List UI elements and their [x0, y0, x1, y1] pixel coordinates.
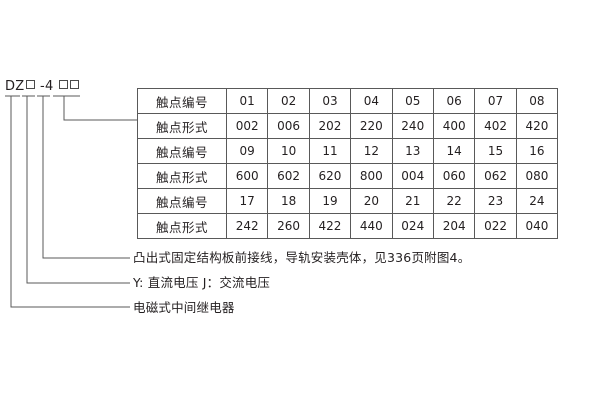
table-cell: 04 — [350, 88, 393, 114]
table-row: 触点形式 242 260 422 440 024 204 022 040 — [137, 213, 559, 239]
table-cell: 040 — [515, 213, 559, 239]
table-cell: 800 — [350, 163, 393, 189]
table-cell: 15 — [474, 138, 517, 164]
table-cell: 12 — [350, 138, 393, 164]
leader-line-voltage — [26, 96, 130, 284]
model-code-label: DZ -4 — [5, 79, 80, 94]
note-voltage: Y: 直流电压 J：交流电压 — [133, 275, 271, 290]
table-cell: 24 — [515, 188, 559, 214]
table-cell: 260 — [267, 213, 310, 239]
table-cell: 21 — [391, 188, 434, 214]
model-code-box-2 — [58, 80, 68, 89]
table-cell: 22 — [432, 188, 476, 214]
row-label: 触点编号 — [137, 88, 227, 114]
table-cell: 02 — [267, 88, 310, 114]
table-cell: 23 — [474, 188, 517, 214]
table-row: 触点形式 600 602 620 800 004 060 062 080 — [137, 163, 559, 189]
table-cell: 16 — [515, 138, 559, 164]
note-device: 电磁式中间继电器 — [133, 300, 235, 315]
table-cell: 11 — [308, 138, 352, 164]
table-cell: 19 — [308, 188, 352, 214]
table-cell: 08 — [515, 88, 559, 114]
table-cell: 18 — [267, 188, 310, 214]
table-cell: 080 — [515, 163, 559, 189]
table-cell: 422 — [308, 213, 352, 239]
table-cell: 242 — [225, 213, 269, 239]
table-cell: 240 — [391, 113, 434, 139]
table-cell: 13 — [391, 138, 434, 164]
note-structure: 凸出式固定结构板前接线，导轨安装壳体，见336页附图4。 — [133, 250, 471, 265]
table-cell: 062 — [474, 163, 517, 189]
table-body: 触点编号 01 02 03 04 05 06 07 08 触点形式 002 00… — [137, 88, 559, 239]
row-label: 触点编号 — [137, 138, 227, 164]
table-cell: 10 — [267, 138, 310, 164]
table-cell: 220 — [350, 113, 393, 139]
table-cell: 620 — [308, 163, 352, 189]
table-row: 触点编号 09 10 11 12 13 14 15 16 — [137, 138, 559, 164]
table-cell: 03 — [308, 88, 352, 114]
model-code-middle: -4 — [35, 79, 58, 94]
model-code-box-3 — [69, 80, 79, 89]
contact-code-table: 触点编号 01 02 03 04 05 06 07 08 触点形式 002 00… — [137, 88, 559, 239]
table-cell: 07 — [474, 88, 517, 114]
table-cell: 600 — [225, 163, 269, 189]
table-cell: 060 — [432, 163, 476, 189]
table-cell: 002 — [225, 113, 269, 139]
model-code-box-1 — [25, 80, 35, 89]
table-cell: 17 — [225, 188, 269, 214]
row-label: 触点形式 — [137, 163, 227, 189]
table-cell: 202 — [308, 113, 352, 139]
row-label: 触点形式 — [137, 213, 227, 239]
row-label: 触点编号 — [137, 188, 227, 214]
table-cell: 022 — [474, 213, 517, 239]
table-cell: 004 — [391, 163, 434, 189]
table-cell: 204 — [432, 213, 476, 239]
leader-line-structure — [42, 96, 130, 259]
table-row: 触点编号 17 18 19 20 21 22 23 24 — [137, 188, 559, 214]
table-row: 触点形式 002 006 202 220 240 400 402 420 — [137, 113, 559, 139]
table-cell: 602 — [267, 163, 310, 189]
table-cell: 006 — [267, 113, 310, 139]
leader-line-device — [10, 96, 130, 308]
table-cell: 14 — [432, 138, 476, 164]
table-cell: 402 — [474, 113, 517, 139]
table-cell: 06 — [432, 88, 476, 114]
table-cell: 400 — [432, 113, 476, 139]
table-cell: 024 — [391, 213, 434, 239]
table-cell: 09 — [225, 138, 269, 164]
model-code-prefix: DZ — [5, 79, 25, 94]
table-cell: 20 — [350, 188, 393, 214]
table-cell: 420 — [515, 113, 559, 139]
table-cell: 01 — [225, 88, 269, 114]
leader-line-table — [63, 96, 137, 121]
table-cell: 05 — [391, 88, 434, 114]
table-cell: 440 — [350, 213, 393, 239]
table-row: 触点编号 01 02 03 04 05 06 07 08 — [137, 88, 559, 114]
row-label: 触点形式 — [137, 113, 227, 139]
